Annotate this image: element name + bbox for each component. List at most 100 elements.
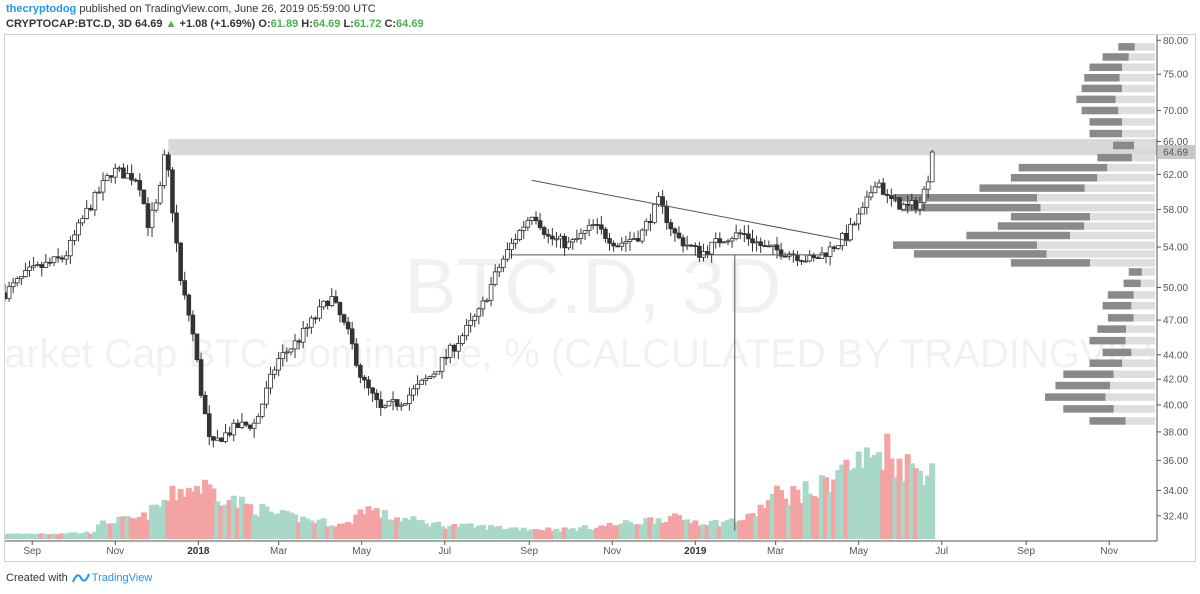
volume-bar (512, 527, 519, 539)
profile-bar-down (997, 222, 1085, 230)
candle-up (709, 241, 714, 255)
volume-bar (6, 533, 13, 539)
time-tick-label: Mar (270, 546, 288, 557)
volume-bar (336, 523, 343, 539)
volume-bar (377, 517, 384, 539)
candle-down (668, 222, 674, 230)
profile-bar-up (1122, 359, 1155, 367)
last-price-tag (1158, 145, 1195, 160)
volume-bar (185, 487, 192, 539)
profile-bar-up (1134, 141, 1155, 150)
candle-up (513, 239, 518, 244)
candle-down (774, 244, 780, 251)
candle-down (635, 238, 641, 242)
candle-down (247, 424, 253, 429)
volume-bar (537, 529, 544, 539)
candle-up (480, 300, 486, 310)
volume-bar (835, 470, 842, 539)
profile-bar-up (1070, 231, 1155, 240)
volume-bar (700, 524, 707, 539)
candle-up (317, 306, 322, 319)
profile-bar-down (966, 231, 1071, 240)
candle-down (562, 235, 567, 249)
candle-up (582, 230, 588, 234)
profile-bar-up (1118, 106, 1155, 115)
volume-bar (267, 511, 274, 539)
price-chart[interactable]: BTC.D, 3D Market Cap BTC Dominance, % (C… (5, 35, 1195, 561)
last-price: 64.69 (134, 18, 163, 30)
time-tick-label: Sep (520, 546, 538, 557)
candle-up (435, 370, 441, 375)
volume-bar (635, 524, 642, 539)
candle-up (807, 255, 812, 262)
created-with-label: Created with (6, 572, 68, 584)
volume-bar (149, 504, 156, 539)
profile-bar-up (1084, 222, 1155, 230)
candle-down (129, 173, 134, 181)
candle-down (545, 234, 551, 237)
resistance-zone-layer (168, 139, 1158, 156)
candle-down (782, 255, 788, 258)
chart-pane[interactable]: BTC.D, 3D Market Cap BTC Dominance, % (C… (4, 34, 1196, 562)
time-tick-label: May (352, 546, 371, 557)
price-tick-label: 40.00 (1163, 400, 1188, 411)
candle-up (639, 229, 645, 242)
candle-up (419, 379, 424, 385)
profile-bar-up (1105, 393, 1155, 401)
candle-up (402, 403, 408, 406)
candle-down (378, 399, 384, 408)
profile-bar-up (1128, 53, 1155, 61)
candle-down (243, 421, 249, 426)
candle-down (844, 233, 849, 241)
volume-bar (108, 523, 115, 539)
candle-down (39, 264, 45, 268)
volume-bar (451, 524, 458, 539)
volume-bar (618, 523, 625, 539)
volume-bar (357, 509, 364, 539)
volume-bar (631, 524, 638, 539)
candle-up (476, 308, 482, 317)
candle-up (51, 256, 57, 263)
candle-down (166, 154, 171, 171)
candle-down (664, 205, 670, 224)
candle-down (186, 294, 192, 316)
volume-bar (684, 519, 691, 539)
candle-down (831, 246, 837, 249)
candle-down (672, 228, 678, 234)
candle-up (251, 422, 257, 429)
time-axis[interactable]: Sep Nov 2018 Mar May Jul Sep Nov 2019 Mar May Jul Se… (5, 540, 1157, 557)
candle-up (104, 175, 110, 182)
candle-down (174, 212, 179, 244)
candle-up (733, 232, 739, 240)
candle-down (660, 196, 665, 207)
volume-bar (488, 525, 495, 539)
volume-bar (193, 486, 200, 539)
volume-bars (5, 433, 936, 539)
symbol-label[interactable]: CRYPTOCAP:BTC.D, 3D (6, 18, 132, 30)
candle-up (643, 220, 649, 231)
volume-bar (173, 500, 180, 539)
profile-bar-up (1134, 43, 1155, 51)
volume-bar (369, 510, 376, 539)
volume-bar (925, 475, 932, 539)
tradingview-link[interactable]: TradingView (71, 572, 152, 584)
candle-up (721, 241, 727, 244)
candle-up (872, 186, 878, 194)
candle-up (76, 222, 81, 236)
profile-bar-down (1089, 118, 1123, 126)
open-label: O: (258, 18, 271, 30)
volume-bar (594, 527, 601, 539)
profile-bar-down (1081, 106, 1119, 115)
candle-down (815, 257, 821, 260)
candle-up (321, 300, 326, 308)
candle-up (848, 223, 853, 241)
author-link[interactable]: thecryptodog (6, 3, 77, 15)
volume-bar (900, 481, 907, 539)
price-axis[interactable]: 80.00 75.00 70.00 66.00 62.00 58.00 54.00 50.00… (1156, 35, 1195, 561)
candle-up (929, 151, 935, 183)
descending-trendline (531, 179, 851, 242)
candle-up (23, 270, 28, 277)
volume-bar (402, 518, 409, 539)
volume-bar (818, 475, 825, 539)
candle-down (795, 254, 800, 261)
